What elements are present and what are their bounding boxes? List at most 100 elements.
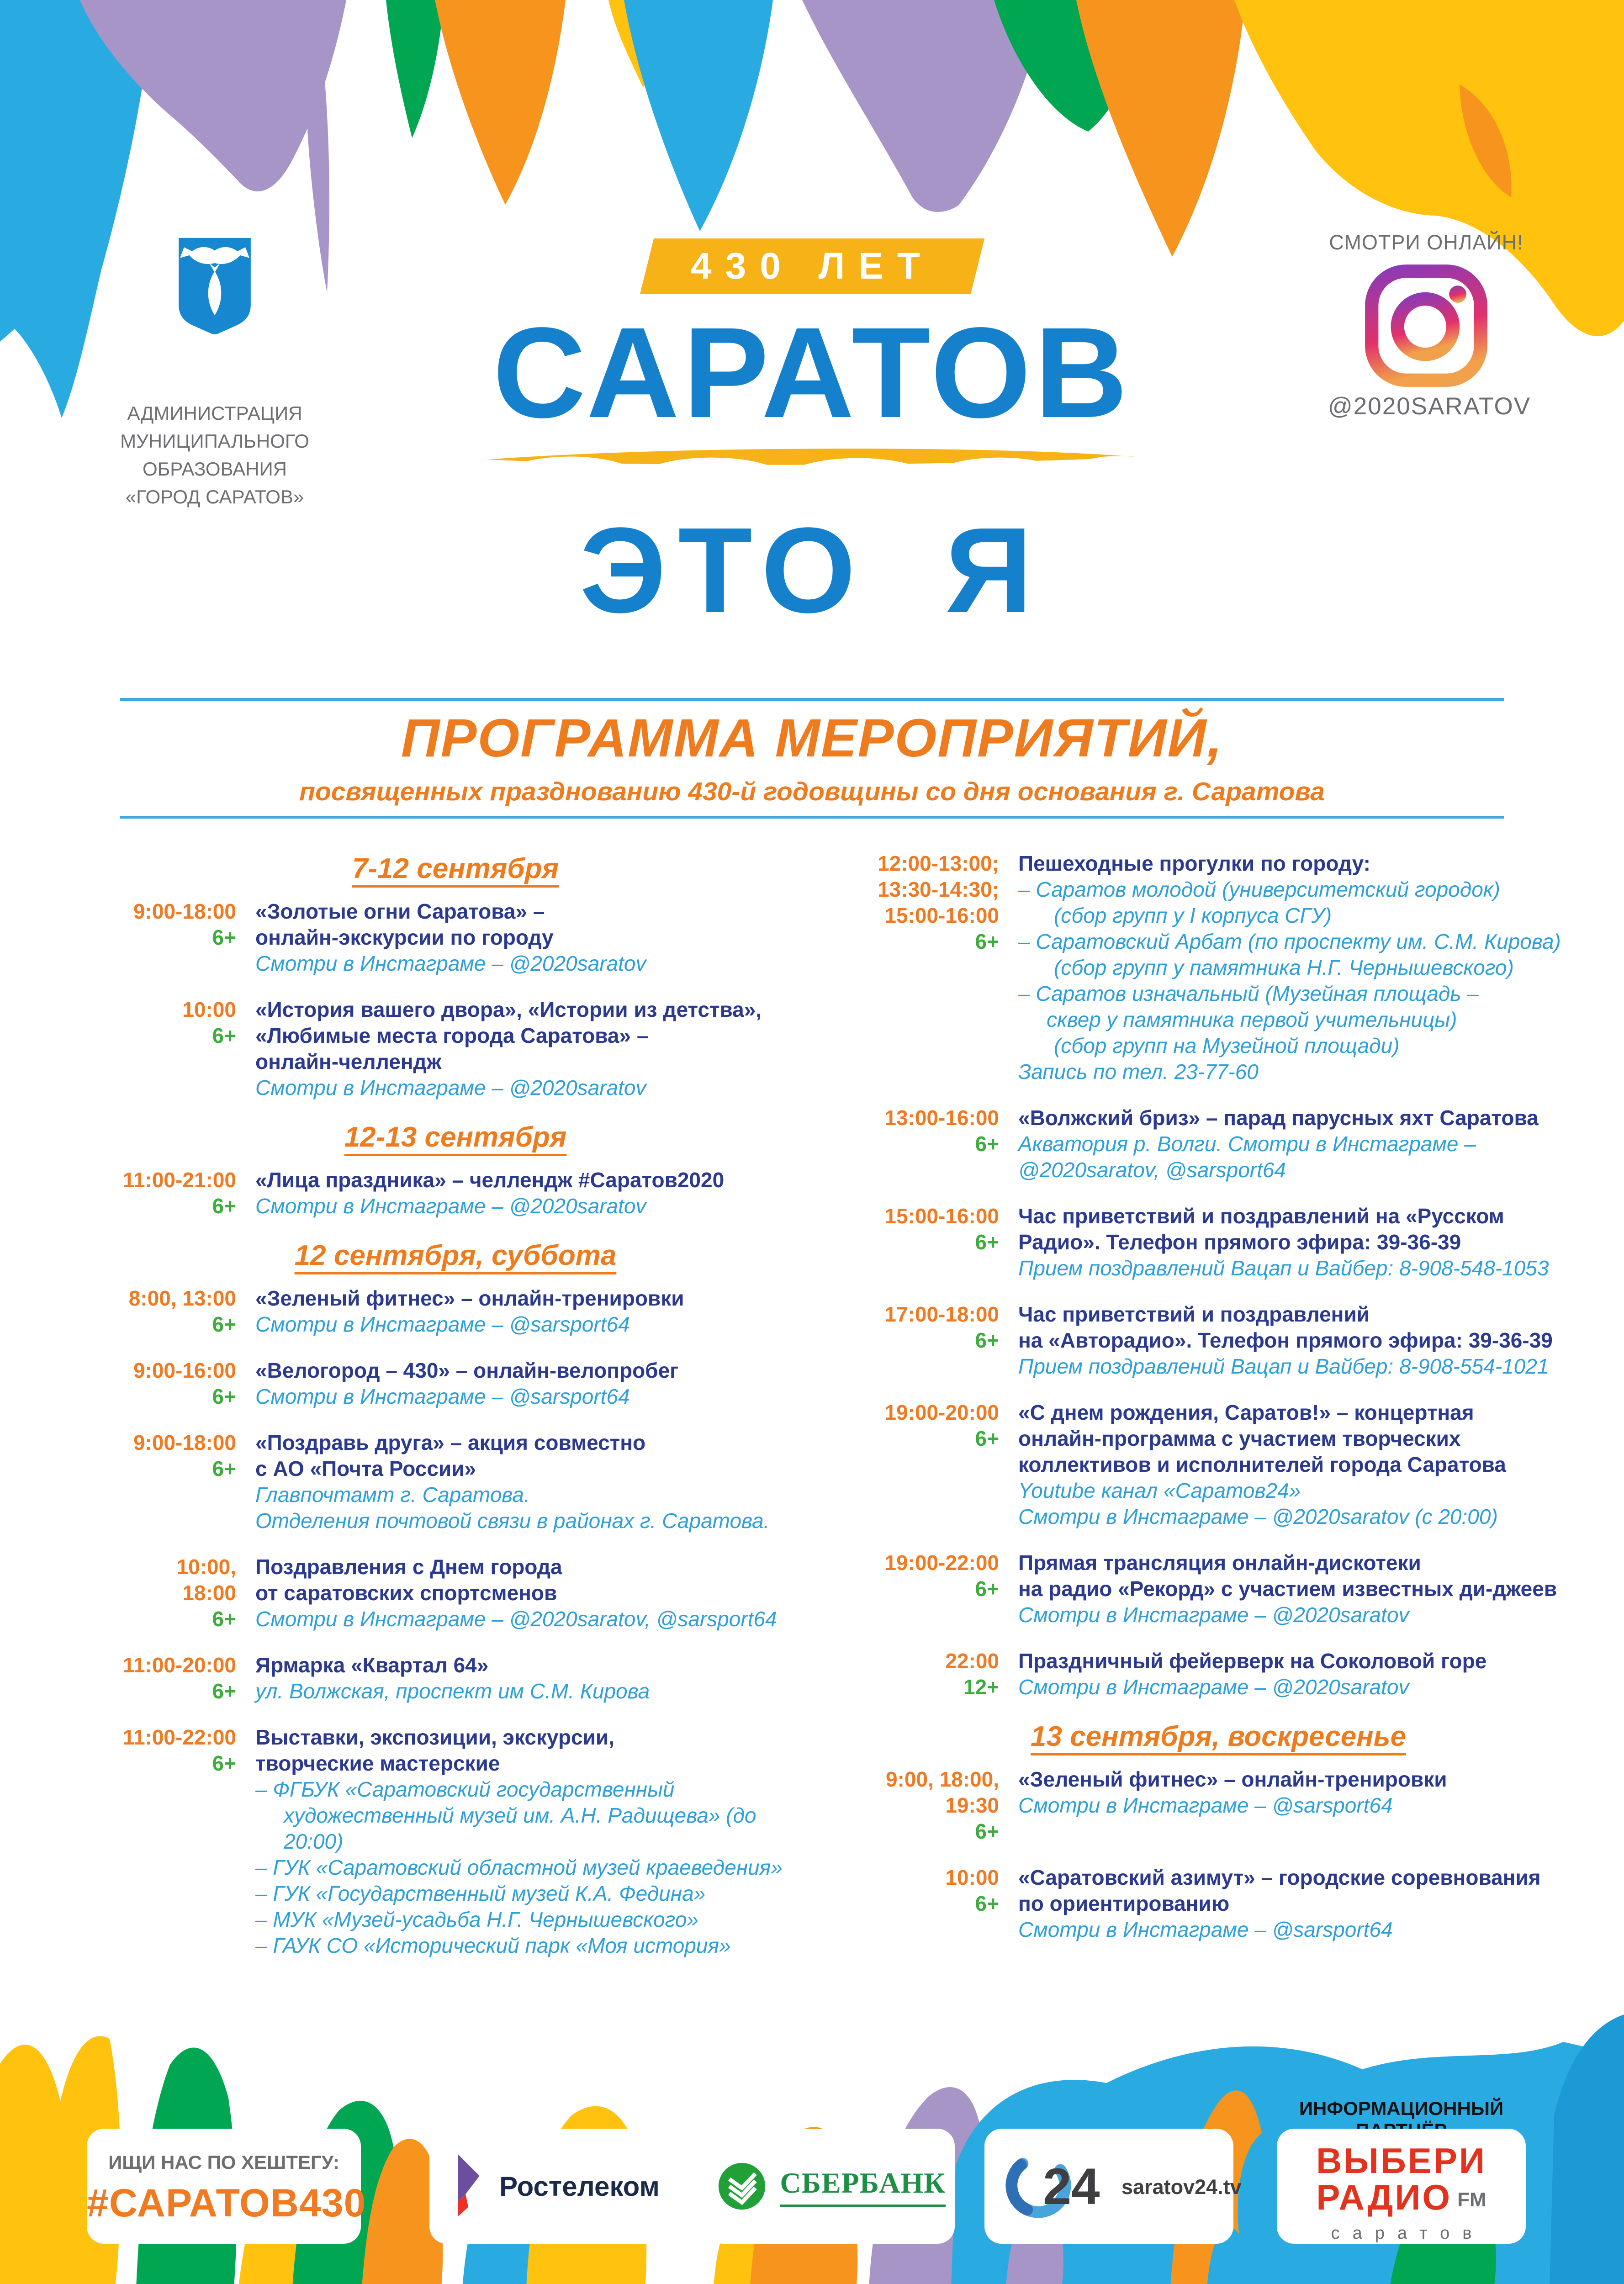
event-meta: 9:00-18:00 6+ [120, 1430, 236, 1534]
watch-online-label: СМОТРИ ОНЛАЙН! [1329, 231, 1523, 254]
event-time: 13:30-14:30; [878, 878, 999, 901]
event-time: 9:00, 18:00, [885, 1767, 999, 1791]
event-meta: 11:00-21:00 6+ [120, 1167, 236, 1219]
event-time: 12:00-13:00; [878, 851, 999, 875]
event-body: Ярмарка «Квартал 64» ул. Волжская, просп… [255, 1652, 791, 1704]
event-subtitle: Смотри в Инстаграме – @2020saratov [1018, 1675, 1409, 1699]
event-time: 17:00-18:00 [884, 1302, 999, 1326]
event-body: «Золотые огни Саратова» – онлайн-экскурс… [255, 899, 791, 977]
event-time: 11:00-21:00 [122, 1168, 236, 1192]
event-meta: 17:00-18:00 6+ [873, 1301, 999, 1380]
saratov24-site: saratov24.tv [1121, 2175, 1242, 2199]
event-title-line: коллективов и исполнителей города Сарато… [1018, 1453, 1506, 1476]
event-title-line: «Золотые огни Саратова» – [255, 899, 545, 923]
age-badge: 6+ [975, 1230, 999, 1254]
event-body: «Зеленый фитнес» – онлайн-тренировки Смо… [1018, 1766, 1563, 1845]
event-walking-tours: 12:00-13:00; 13:30-14:30; 15:00-16:00 6+… [873, 851, 1563, 1085]
sberbank-logo-icon [719, 2162, 766, 2210]
vyberi-radio-card: ВЫБЕРИ РАДИО FM саратов [1277, 2129, 1526, 2244]
event-meta: 15:00-16:00 6+ [873, 1203, 999, 1281]
event-meta: 10:00, 18:00 6+ [120, 1554, 236, 1632]
event-title-line: «Саратовский азимут» – городские соревно… [1018, 1866, 1541, 1889]
event-title-line: «Волжский бриз» – парад парусных яхт Сар… [1018, 1106, 1539, 1130]
event-subtitle: Смотри в Инстаграме – @2020saratov [255, 1194, 646, 1218]
event-title-line: на радио «Рекорд» с участием известных д… [1018, 1577, 1557, 1601]
event-meta: 9:00, 18:00, 19:30 6+ [873, 1766, 999, 1845]
saratov24-number: 24 [1043, 2158, 1100, 2215]
event-meta: 11:00-20:00 6+ [120, 1652, 236, 1704]
section-header-7-12-september: 7-12 сентября [352, 853, 559, 884]
radio-fm-suffix: FM [1457, 2189, 1486, 2211]
event-title-line: по ориентированию [1018, 1892, 1230, 1915]
instagram-block: СМОТРИ ОНЛАЙН! @2020SARATOV [1328, 231, 1530, 420]
event-subtitle: Отделения почтовой связи в районах г. Са… [255, 1509, 770, 1533]
event-body: Выставки, экспозиции, экскурсии, творчес… [255, 1724, 791, 1959]
event-title-line: Радио». Телефон прямого эфира: 39-36-39 [1018, 1230, 1461, 1254]
event-subtitle: Youtube канал «Саратов24» [1018, 1479, 1301, 1502]
hashtag-label: ИЩИ НАС ПО ХЕШТЕГУ: [108, 2152, 339, 2173]
event-time: 15:00-16:00 [884, 1204, 999, 1228]
age-badge: 6+ [975, 1892, 999, 1915]
radio-brand-line1: ВЫБЕРИ [1316, 2141, 1486, 2181]
event-title-line: Прямая трансляция онлайн-дискотеки [1018, 1551, 1421, 1575]
event-body: «Саратовский азимут» – городские соревно… [1018, 1865, 1563, 1943]
event-time: 9:00-18:00 [133, 899, 236, 923]
age-badge: 6+ [975, 1819, 999, 1843]
venue-list-item: – ГУК «Государственный музей К.А. Федина… [255, 1882, 706, 1905]
event-title-line: Выставки, экспозиции, экскурсии, [255, 1725, 614, 1749]
event-body: Пешеходные прогулки по городу: – Саратов… [1018, 851, 1563, 1085]
age-badge: 12+ [963, 1675, 999, 1699]
venue-list-item-continuation: художественный музей им. А.Н. Радищева» … [284, 1803, 756, 1853]
event-avtoradio-hour: 17:00-18:00 6+ Час приветствий и поздрав… [873, 1301, 1563, 1380]
event-body: «Зеленый фитнес» – онлайн-тренировки Смо… [255, 1285, 791, 1338]
admin-label-line: «ГОРОД САРАТОВ» [125, 486, 304, 508]
event-subtitle: Акватория р. Волги. Смотри в Инстаграме … [1018, 1132, 1476, 1156]
venue-list-item: – ГАУК СО «Исторический парк «Моя истори… [255, 1934, 731, 1957]
venue-list-item: – МУК «Музей-усадьба Н.Г. Чернышевского» [255, 1908, 698, 1931]
rostelecom-label: Ростелеком [499, 2171, 660, 2202]
age-badge: 6+ [975, 1427, 999, 1450]
event-time: 9:00-18:00 [133, 1431, 236, 1454]
administration-block: АДМИНИСТРАЦИЯ МУНИЦИПАЛЬНОГО ОБРАЗОВАНИЯ… [69, 235, 361, 511]
event-body: Час приветствий и поздравлений на «Автор… [1018, 1301, 1563, 1380]
event-meta: 10:00 6+ [120, 997, 236, 1101]
event-time: 19:00-22:00 [884, 1551, 999, 1575]
event-volga-breeze: 13:00-16:00 6+ «Волжский бриз» – парад п… [873, 1105, 1563, 1183]
program-title: ПРОГРАММА МЕРОПРИЯТИЙ, [401, 708, 1223, 768]
section-header-12-september-saturday: 12 сентября, суббота [294, 1240, 617, 1271]
age-badge: 6+ [212, 1024, 236, 1047]
program-column-right: 12:00-13:00; 13:30-14:30; 15:00-16:00 6+… [873, 851, 1563, 1963]
instagram-icon [1365, 264, 1487, 387]
event-title-line: «Велогород – 430» – онлайн-велопробег [255, 1359, 679, 1382]
event-title-line: с АО «Почта России» [255, 1457, 476, 1480]
event-subtitle: Смотри в Инстаграме – @sarsport64 [1018, 1793, 1393, 1817]
age-badge: 6+ [212, 1457, 236, 1480]
event-time: 10:00 [182, 998, 236, 1021]
event-title-line: Час приветствий и поздравлений [1018, 1302, 1370, 1326]
event-subtitle: Главпочтамт г. Саратова. [255, 1483, 530, 1507]
age-badge: 6+ [212, 1385, 236, 1408]
tour-list-item-note: (сбор групп на Музейной площади) [1054, 1034, 1400, 1057]
event-subtitle: Прием поздравлений Вацап и Вайбер: 8-908… [1018, 1354, 1549, 1378]
age-badge: 6+ [975, 1328, 999, 1352]
registration-phone: Запись по тел. 23-77-60 [1018, 1060, 1259, 1084]
saratov24-ring-icon [1005, 2152, 1071, 2218]
event-title-line: «Любимые места города Саратова» – [255, 1024, 649, 1047]
event-kvartal-64-fair: 11:00-20:00 6+ Ярмарка «Квартал 64» ул. … [120, 1652, 791, 1704]
event-title-line: Ярмарка «Квартал 64» [255, 1653, 489, 1677]
event-meta: 19:00-20:00 6+ [873, 1400, 999, 1530]
event-meta: 8:00, 13:00 6+ [120, 1285, 236, 1338]
admin-label-line: АДМИНИСТРАЦИЯ [127, 402, 302, 424]
event-title-line: «История вашего двора», «Истории из детс… [255, 998, 762, 1021]
age-badge: 6+ [212, 925, 236, 949]
tour-list-item-note: (сбор групп у памятника Н.Г. Чернышевско… [1054, 956, 1514, 979]
section-header-13-september-sunday: 13 сентября, воскресенье [1031, 1721, 1406, 1752]
event-russkoe-radio-hour: 15:00-16:00 6+ Час приветствий и поздрав… [873, 1203, 1563, 1281]
age-badge: 6+ [212, 1679, 236, 1703]
event-sportsmen-congrats: 10:00, 18:00 6+ Поздравления с Днем горо… [120, 1554, 791, 1632]
tour-list-item-note: (сбор групп у I корпуса СГУ) [1054, 904, 1332, 927]
event-meta: 12:00-13:00; 13:30-14:30; 15:00-16:00 6+ [873, 851, 999, 1085]
event-time: 9:00-16:00 [133, 1359, 236, 1382]
event-record-disco: 19:00-22:00 6+ Прямая трансляция онлайн-… [873, 1550, 1563, 1628]
